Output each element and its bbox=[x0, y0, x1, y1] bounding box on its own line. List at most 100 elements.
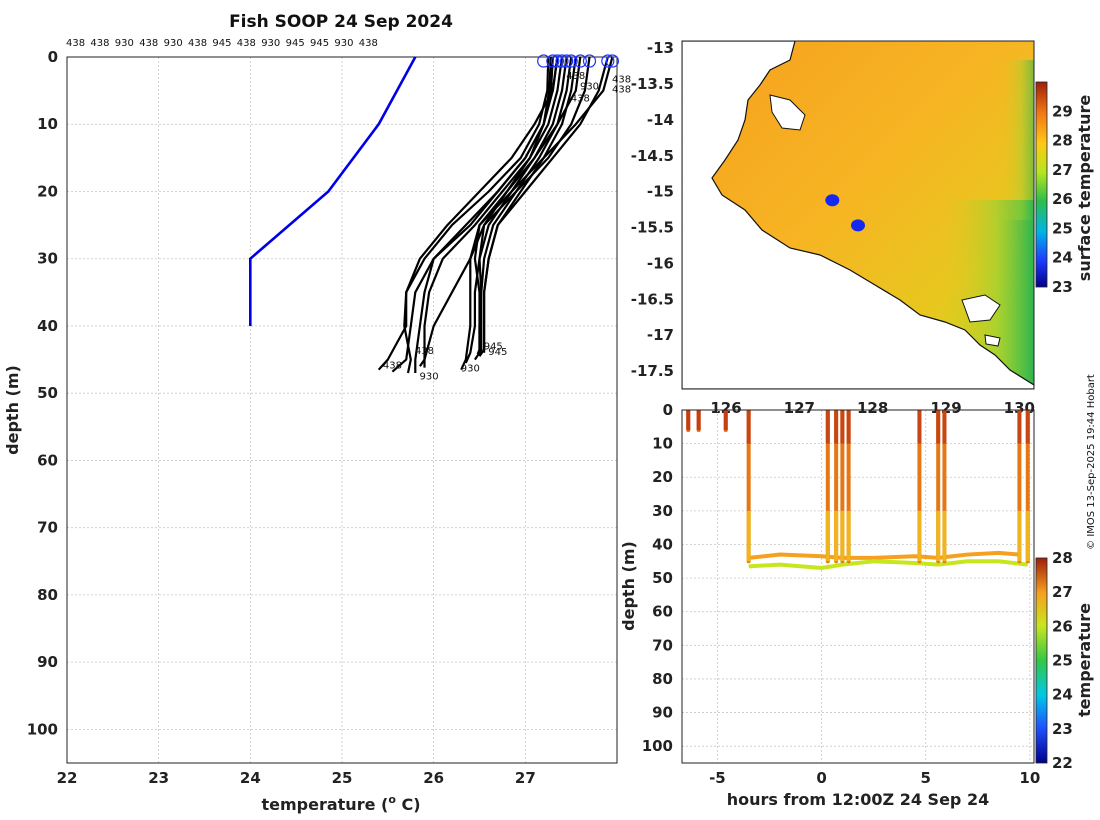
profile-line bbox=[464, 56, 568, 364]
profile-panel: Fish SOOP 24 Sep 2024 22 23 24 25 26 27 0 10 20… bbox=[3, 12, 631, 814]
y-tick-label: 40 bbox=[652, 535, 673, 553]
surface-marker bbox=[605, 54, 620, 68]
y-tick-label: 50 bbox=[652, 569, 673, 587]
map-y-tick-label: -13.5 bbox=[631, 75, 674, 93]
profile-end-label: 438 bbox=[612, 75, 631, 86]
profile-line bbox=[414, 56, 559, 373]
top-id-label: 945 bbox=[212, 38, 231, 49]
top-id-label: 438 bbox=[359, 38, 378, 49]
depth-time-x-label: hours from 12:00Z 24 Sep 24 bbox=[727, 790, 989, 809]
temperature-colorbar-tick: 22 bbox=[1052, 754, 1073, 772]
top-id-label: 438 bbox=[66, 38, 85, 49]
profile-end-label: 438 bbox=[383, 360, 402, 371]
xlabel-suffix: C) bbox=[396, 795, 421, 814]
y-tick-label: 30 bbox=[652, 502, 673, 520]
profile-end-label: 930 bbox=[420, 372, 439, 383]
depth-time-y-ticks: 0 10 20 30 40 50 60 70 80 90 100 bbox=[642, 401, 673, 755]
xlabel-prefix: temperature ( bbox=[261, 795, 388, 814]
temperature-colorbar-tick: 28 bbox=[1052, 549, 1073, 567]
map-x-tick-label: 127 bbox=[784, 399, 815, 417]
y-tick-label: 70 bbox=[652, 636, 673, 654]
map-markers bbox=[825, 194, 865, 232]
sst-colorbar bbox=[1035, 81, 1048, 288]
profile-lines bbox=[249, 54, 620, 374]
map-y-tick-label: -14 bbox=[647, 111, 674, 129]
sst-field bbox=[682, 41, 1034, 389]
sst-colorbar-label: surface temperature bbox=[1075, 95, 1094, 282]
map-transect-marker bbox=[825, 194, 840, 207]
profile-end-label: 438 bbox=[612, 85, 631, 96]
y-tick-label: 70 bbox=[37, 519, 58, 537]
y-tick-label: 100 bbox=[642, 737, 673, 755]
temperature-colorbar-label: temperature bbox=[1075, 603, 1094, 717]
x-tick-label: 27 bbox=[515, 769, 536, 787]
island bbox=[984, 334, 1001, 347]
y-tick-label: 10 bbox=[652, 435, 673, 453]
profile-x-ticks: 22 23 24 25 26 27 bbox=[57, 769, 536, 787]
profile-line bbox=[403, 56, 559, 374]
surface-marker bbox=[582, 54, 597, 68]
x-tick-label: 24 bbox=[240, 769, 261, 787]
profile-end-label: 438 bbox=[571, 93, 590, 104]
profile-y-label: depth (m) bbox=[3, 365, 22, 455]
top-id-label: 438 bbox=[188, 38, 207, 49]
temperature-colorbar-ticks: 22 23 24 25 26 27 28 bbox=[1052, 549, 1073, 772]
surface-marker bbox=[550, 54, 565, 68]
temperature-colorbar-tick: 27 bbox=[1052, 583, 1073, 601]
depth-time-y-label: depth (m) bbox=[619, 541, 638, 631]
y-tick-label: 10 bbox=[37, 115, 58, 133]
x-tick-label: 10 bbox=[1019, 769, 1040, 787]
map-y-tick-label: -15 bbox=[647, 183, 674, 201]
y-tick-label: 90 bbox=[652, 704, 673, 722]
top-id-label: 930 bbox=[334, 38, 353, 49]
sst-colorbar-tick: 27 bbox=[1052, 161, 1073, 179]
y-tick-label: 90 bbox=[37, 653, 58, 671]
y-tick-label: 60 bbox=[652, 603, 673, 621]
top-id-label: 930 bbox=[115, 38, 134, 49]
top-id-label: 930 bbox=[261, 38, 280, 49]
y-tick-label: 80 bbox=[37, 586, 58, 604]
surface-marker bbox=[546, 54, 560, 68]
x-tick-label: 5 bbox=[920, 769, 930, 787]
x-tick-label: 25 bbox=[332, 769, 353, 787]
surface-marker bbox=[601, 54, 615, 68]
y-tick-label: 100 bbox=[27, 720, 58, 738]
profile-end-label: 945 bbox=[488, 347, 507, 358]
map-x-tick-label: 128 bbox=[857, 399, 888, 417]
top-id-label: 930 bbox=[164, 38, 183, 49]
credit-text: © IMOS 13-Sep-2025 19:44 Hobart bbox=[1086, 374, 1097, 550]
profile-end-label: 945 bbox=[484, 341, 503, 352]
profile-line bbox=[418, 56, 614, 367]
xlabel-sup: o bbox=[388, 793, 396, 806]
depth-time-data bbox=[686, 410, 1030, 571]
temperature-colorbar-tick: 23 bbox=[1052, 720, 1073, 738]
land-mass bbox=[682, 41, 1034, 389]
surface-marker bbox=[559, 54, 574, 68]
depth-time-x-ticks: -5 0 5 10 bbox=[709, 769, 1040, 787]
y-tick-label: 20 bbox=[37, 182, 58, 200]
profile-x-label: temperature (o C) bbox=[261, 793, 420, 814]
chart-title: Fish SOOP 24 Sep 2024 bbox=[229, 12, 453, 32]
depth-time-grid bbox=[682, 410, 1034, 763]
x-tick-label: -5 bbox=[709, 769, 726, 787]
x-tick-label: 26 bbox=[423, 769, 444, 787]
profile-line bbox=[478, 56, 591, 354]
surface-marker bbox=[573, 54, 587, 68]
top-id-label: 438 bbox=[90, 38, 109, 49]
cool-water-edge bbox=[1000, 60, 1034, 220]
sst-colorbar-tick: 29 bbox=[1052, 102, 1073, 120]
top-id-label: 945 bbox=[286, 38, 305, 49]
sst-colorbar-tick: 26 bbox=[1052, 190, 1073, 208]
y-tick-label: 60 bbox=[37, 451, 58, 469]
y-tick-label: 30 bbox=[37, 250, 58, 268]
x-tick-label: 0 bbox=[816, 769, 826, 787]
profile-line bbox=[483, 56, 609, 353]
sst-colorbar-tick: 24 bbox=[1052, 249, 1073, 267]
map-y-tick-label: -17 bbox=[647, 326, 674, 344]
profile-top-ids: 438 438 930 438 930 438 945 438 930 945 945 930 438 bbox=[66, 38, 378, 49]
profile-end-label: 930 bbox=[580, 81, 599, 92]
bottom-track-cool bbox=[748, 559, 1028, 571]
sst-colorbar-ticks: 23 24 25 26 27 28 29 bbox=[1052, 102, 1073, 296]
y-tick-label: 20 bbox=[652, 468, 673, 486]
